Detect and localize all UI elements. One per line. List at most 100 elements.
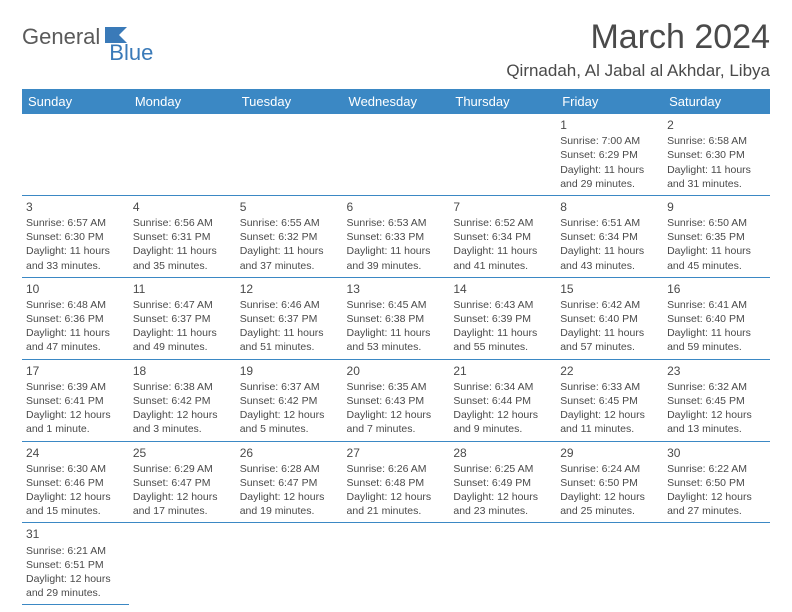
sunrise-line: Sunrise: 6:37 AM <box>240 380 339 394</box>
day-number: 4 <box>133 199 232 215</box>
day-number: 11 <box>133 281 232 297</box>
sunset-line: Sunset: 6:39 PM <box>453 312 552 326</box>
sunrise-line: Sunrise: 6:33 AM <box>560 380 659 394</box>
calendar-cell: 24Sunrise: 6:30 AMSunset: 6:46 PMDayligh… <box>22 441 129 523</box>
sunrise-line: Sunrise: 6:22 AM <box>667 462 766 476</box>
calendar-row: 24Sunrise: 6:30 AMSunset: 6:46 PMDayligh… <box>22 441 770 523</box>
sunset-line: Sunset: 6:33 PM <box>347 230 446 244</box>
brand-text-general: General <box>22 24 100 50</box>
sunset-line: Sunset: 6:37 PM <box>240 312 339 326</box>
day-header: Monday <box>129 89 236 114</box>
daylight-line: Daylight: 11 hours and 43 minutes. <box>560 244 659 272</box>
day-number: 29 <box>560 445 659 461</box>
calendar-cell <box>236 114 343 195</box>
day-number: 15 <box>560 281 659 297</box>
day-header: Saturday <box>663 89 770 114</box>
daylight-line: Daylight: 11 hours and 29 minutes. <box>560 163 659 191</box>
sunset-line: Sunset: 6:38 PM <box>347 312 446 326</box>
day-number: 14 <box>453 281 552 297</box>
sunset-line: Sunset: 6:34 PM <box>560 230 659 244</box>
month-title: March 2024 <box>506 18 770 57</box>
daylight-line: Daylight: 11 hours and 51 minutes. <box>240 326 339 354</box>
daylight-line: Daylight: 11 hours and 59 minutes. <box>667 326 766 354</box>
daylight-line: Daylight: 12 hours and 19 minutes. <box>240 490 339 518</box>
day-number: 13 <box>347 281 446 297</box>
day-number: 2 <box>667 117 766 133</box>
day-number: 25 <box>133 445 232 461</box>
sunset-line: Sunset: 6:35 PM <box>667 230 766 244</box>
brand-logo: General Blue <box>22 18 153 50</box>
day-number: 21 <box>453 363 552 379</box>
calendar-cell: 13Sunrise: 6:45 AMSunset: 6:38 PMDayligh… <box>343 277 450 359</box>
sunrise-line: Sunrise: 6:56 AM <box>133 216 232 230</box>
sunrise-line: Sunrise: 6:25 AM <box>453 462 552 476</box>
sunrise-line: Sunrise: 6:55 AM <box>240 216 339 230</box>
title-block: March 2024 Qirnadah, Al Jabal al Akhdar,… <box>506 18 770 81</box>
sunset-line: Sunset: 6:44 PM <box>453 394 552 408</box>
calendar-cell: 8Sunrise: 6:51 AMSunset: 6:34 PMDaylight… <box>556 195 663 277</box>
sunrise-line: Sunrise: 6:39 AM <box>26 380 125 394</box>
day-number: 26 <box>240 445 339 461</box>
day-number: 9 <box>667 199 766 215</box>
day-number: 1 <box>560 117 659 133</box>
calendar-cell: 5Sunrise: 6:55 AMSunset: 6:32 PMDaylight… <box>236 195 343 277</box>
sunrise-line: Sunrise: 6:46 AM <box>240 298 339 312</box>
calendar-cell: 28Sunrise: 6:25 AMSunset: 6:49 PMDayligh… <box>449 441 556 523</box>
header: General Blue March 2024 Qirnadah, Al Jab… <box>22 18 770 81</box>
sunset-line: Sunset: 6:32 PM <box>240 230 339 244</box>
calendar-cell: 11Sunrise: 6:47 AMSunset: 6:37 PMDayligh… <box>129 277 236 359</box>
sunset-line: Sunset: 6:50 PM <box>667 476 766 490</box>
calendar-cell: 4Sunrise: 6:56 AMSunset: 6:31 PMDaylight… <box>129 195 236 277</box>
calendar-cell: 27Sunrise: 6:26 AMSunset: 6:48 PMDayligh… <box>343 441 450 523</box>
sunrise-line: Sunrise: 6:53 AM <box>347 216 446 230</box>
sunset-line: Sunset: 6:46 PM <box>26 476 125 490</box>
day-number: 19 <box>240 363 339 379</box>
day-number: 10 <box>26 281 125 297</box>
daylight-line: Daylight: 12 hours and 7 minutes. <box>347 408 446 436</box>
day-number: 31 <box>26 526 125 542</box>
sunrise-line: Sunrise: 6:29 AM <box>133 462 232 476</box>
calendar-cell: 14Sunrise: 6:43 AMSunset: 6:39 PMDayligh… <box>449 277 556 359</box>
sunrise-line: Sunrise: 6:45 AM <box>347 298 446 312</box>
sunrise-line: Sunrise: 6:52 AM <box>453 216 552 230</box>
calendar-cell <box>449 114 556 195</box>
calendar-cell: 7Sunrise: 6:52 AMSunset: 6:34 PMDaylight… <box>449 195 556 277</box>
calendar-cell: 9Sunrise: 6:50 AMSunset: 6:35 PMDaylight… <box>663 195 770 277</box>
sunset-line: Sunset: 6:47 PM <box>133 476 232 490</box>
daylight-line: Daylight: 12 hours and 23 minutes. <box>453 490 552 518</box>
daylight-line: Daylight: 11 hours and 49 minutes. <box>133 326 232 354</box>
daylight-line: Daylight: 12 hours and 13 minutes. <box>667 408 766 436</box>
day-header: Sunday <box>22 89 129 114</box>
daylight-line: Daylight: 11 hours and 41 minutes. <box>453 244 552 272</box>
calendar-cell: 18Sunrise: 6:38 AMSunset: 6:42 PMDayligh… <box>129 359 236 441</box>
sunrise-line: Sunrise: 6:47 AM <box>133 298 232 312</box>
calendar-cell: 3Sunrise: 6:57 AMSunset: 6:30 PMDaylight… <box>22 195 129 277</box>
sunrise-line: Sunrise: 6:38 AM <box>133 380 232 394</box>
sunset-line: Sunset: 6:51 PM <box>26 558 125 572</box>
day-number: 5 <box>240 199 339 215</box>
calendar-cell: 17Sunrise: 6:39 AMSunset: 6:41 PMDayligh… <box>22 359 129 441</box>
sunset-line: Sunset: 6:48 PM <box>347 476 446 490</box>
calendar-row: 3Sunrise: 6:57 AMSunset: 6:30 PMDaylight… <box>22 195 770 277</box>
calendar-row: 10Sunrise: 6:48 AMSunset: 6:36 PMDayligh… <box>22 277 770 359</box>
sunset-line: Sunset: 6:40 PM <box>560 312 659 326</box>
brand-text-blue: Blue <box>109 40 153 66</box>
calendar-cell: 12Sunrise: 6:46 AMSunset: 6:37 PMDayligh… <box>236 277 343 359</box>
day-number: 8 <box>560 199 659 215</box>
sunset-line: Sunset: 6:29 PM <box>560 148 659 162</box>
calendar-cell <box>129 114 236 195</box>
sunset-line: Sunset: 6:50 PM <box>560 476 659 490</box>
day-header: Tuesday <box>236 89 343 114</box>
daylight-line: Daylight: 11 hours and 45 minutes. <box>667 244 766 272</box>
sunrise-line: Sunrise: 6:48 AM <box>26 298 125 312</box>
calendar-cell <box>236 523 343 605</box>
day-number: 16 <box>667 281 766 297</box>
day-header: Friday <box>556 89 663 114</box>
daylight-line: Daylight: 12 hours and 3 minutes. <box>133 408 232 436</box>
calendar-cell: 20Sunrise: 6:35 AMSunset: 6:43 PMDayligh… <box>343 359 450 441</box>
sunset-line: Sunset: 6:43 PM <box>347 394 446 408</box>
daylight-line: Daylight: 12 hours and 29 minutes. <box>26 572 125 600</box>
sunrise-line: Sunrise: 6:28 AM <box>240 462 339 476</box>
daylight-line: Daylight: 11 hours and 55 minutes. <box>453 326 552 354</box>
day-number: 23 <box>667 363 766 379</box>
